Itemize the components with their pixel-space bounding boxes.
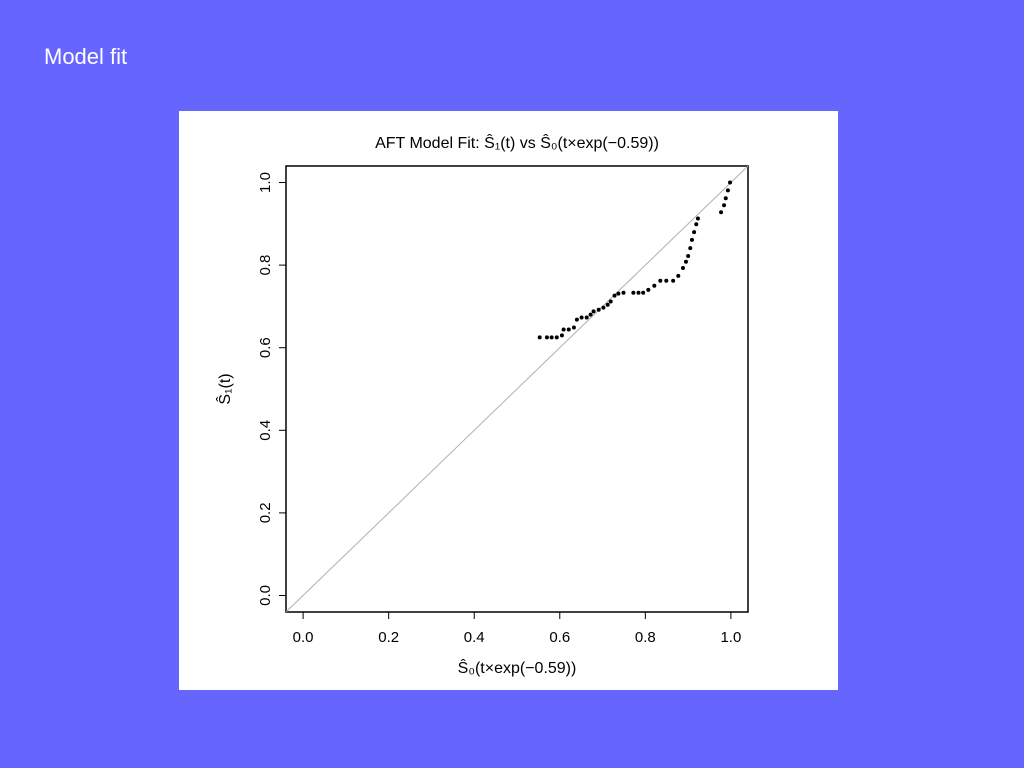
point: [554, 335, 559, 340]
y-tick-label: 1.0: [257, 172, 274, 193]
point: [664, 278, 669, 283]
y-tick-label: 0.6: [257, 337, 274, 358]
point: [692, 230, 697, 235]
point: [728, 180, 733, 185]
point: [676, 273, 681, 278]
point: [574, 317, 579, 322]
point: [596, 307, 601, 312]
point: [695, 216, 700, 221]
x-tick-label: 0.4: [464, 629, 485, 646]
point: [725, 188, 730, 193]
point: [722, 203, 727, 208]
point: [689, 237, 694, 242]
x-tick-label: 0.6: [549, 629, 570, 646]
point: [588, 312, 593, 317]
y-tick-label: 0.2: [257, 502, 274, 523]
point: [605, 302, 610, 307]
reference-line: [286, 166, 748, 612]
point: [658, 278, 663, 283]
point: [612, 293, 617, 298]
y-tick-label: 0.4: [257, 420, 274, 441]
chart-panel: [179, 111, 838, 690]
point: [608, 299, 613, 304]
point: [688, 246, 693, 251]
point: [579, 315, 584, 320]
point: [591, 309, 596, 314]
y-axis-label: Ŝ₁(t): [215, 373, 234, 404]
point: [680, 266, 685, 271]
chart-title: AFT Model Fit: Ŝ₁(t) vs Ŝ₀(t×exp(−0.59)): [375, 133, 659, 152]
point: [621, 290, 626, 295]
point: [537, 335, 542, 340]
point: [544, 335, 549, 340]
point: [561, 327, 566, 332]
point: [671, 278, 676, 283]
x-tick-label: 0.2: [378, 629, 399, 646]
point: [719, 210, 724, 215]
point: [646, 287, 651, 292]
point: [616, 291, 621, 296]
point: [686, 254, 691, 259]
point: [584, 315, 589, 320]
point: [559, 333, 564, 338]
plot-frame: [285, 165, 749, 613]
x-tick-label: 1.0: [720, 629, 741, 646]
x-tick-label: 0.8: [635, 629, 656, 646]
point: [652, 283, 657, 288]
point: [641, 290, 646, 295]
x-tick-label: 0.0: [293, 629, 314, 646]
slide-title: Model fit: [44, 44, 127, 69]
point: [683, 259, 688, 264]
x-axis-label: Ŝ₀(t×exp(−0.59)): [458, 658, 577, 677]
point: [601, 305, 606, 310]
point: [571, 325, 576, 330]
point: [723, 196, 728, 201]
point: [694, 222, 699, 227]
y-tick-label: 0.0: [257, 585, 274, 606]
y-tick-label: 0.8: [257, 255, 274, 276]
point: [549, 335, 554, 340]
point: [636, 290, 641, 295]
point: [566, 327, 571, 332]
point: [631, 290, 636, 295]
